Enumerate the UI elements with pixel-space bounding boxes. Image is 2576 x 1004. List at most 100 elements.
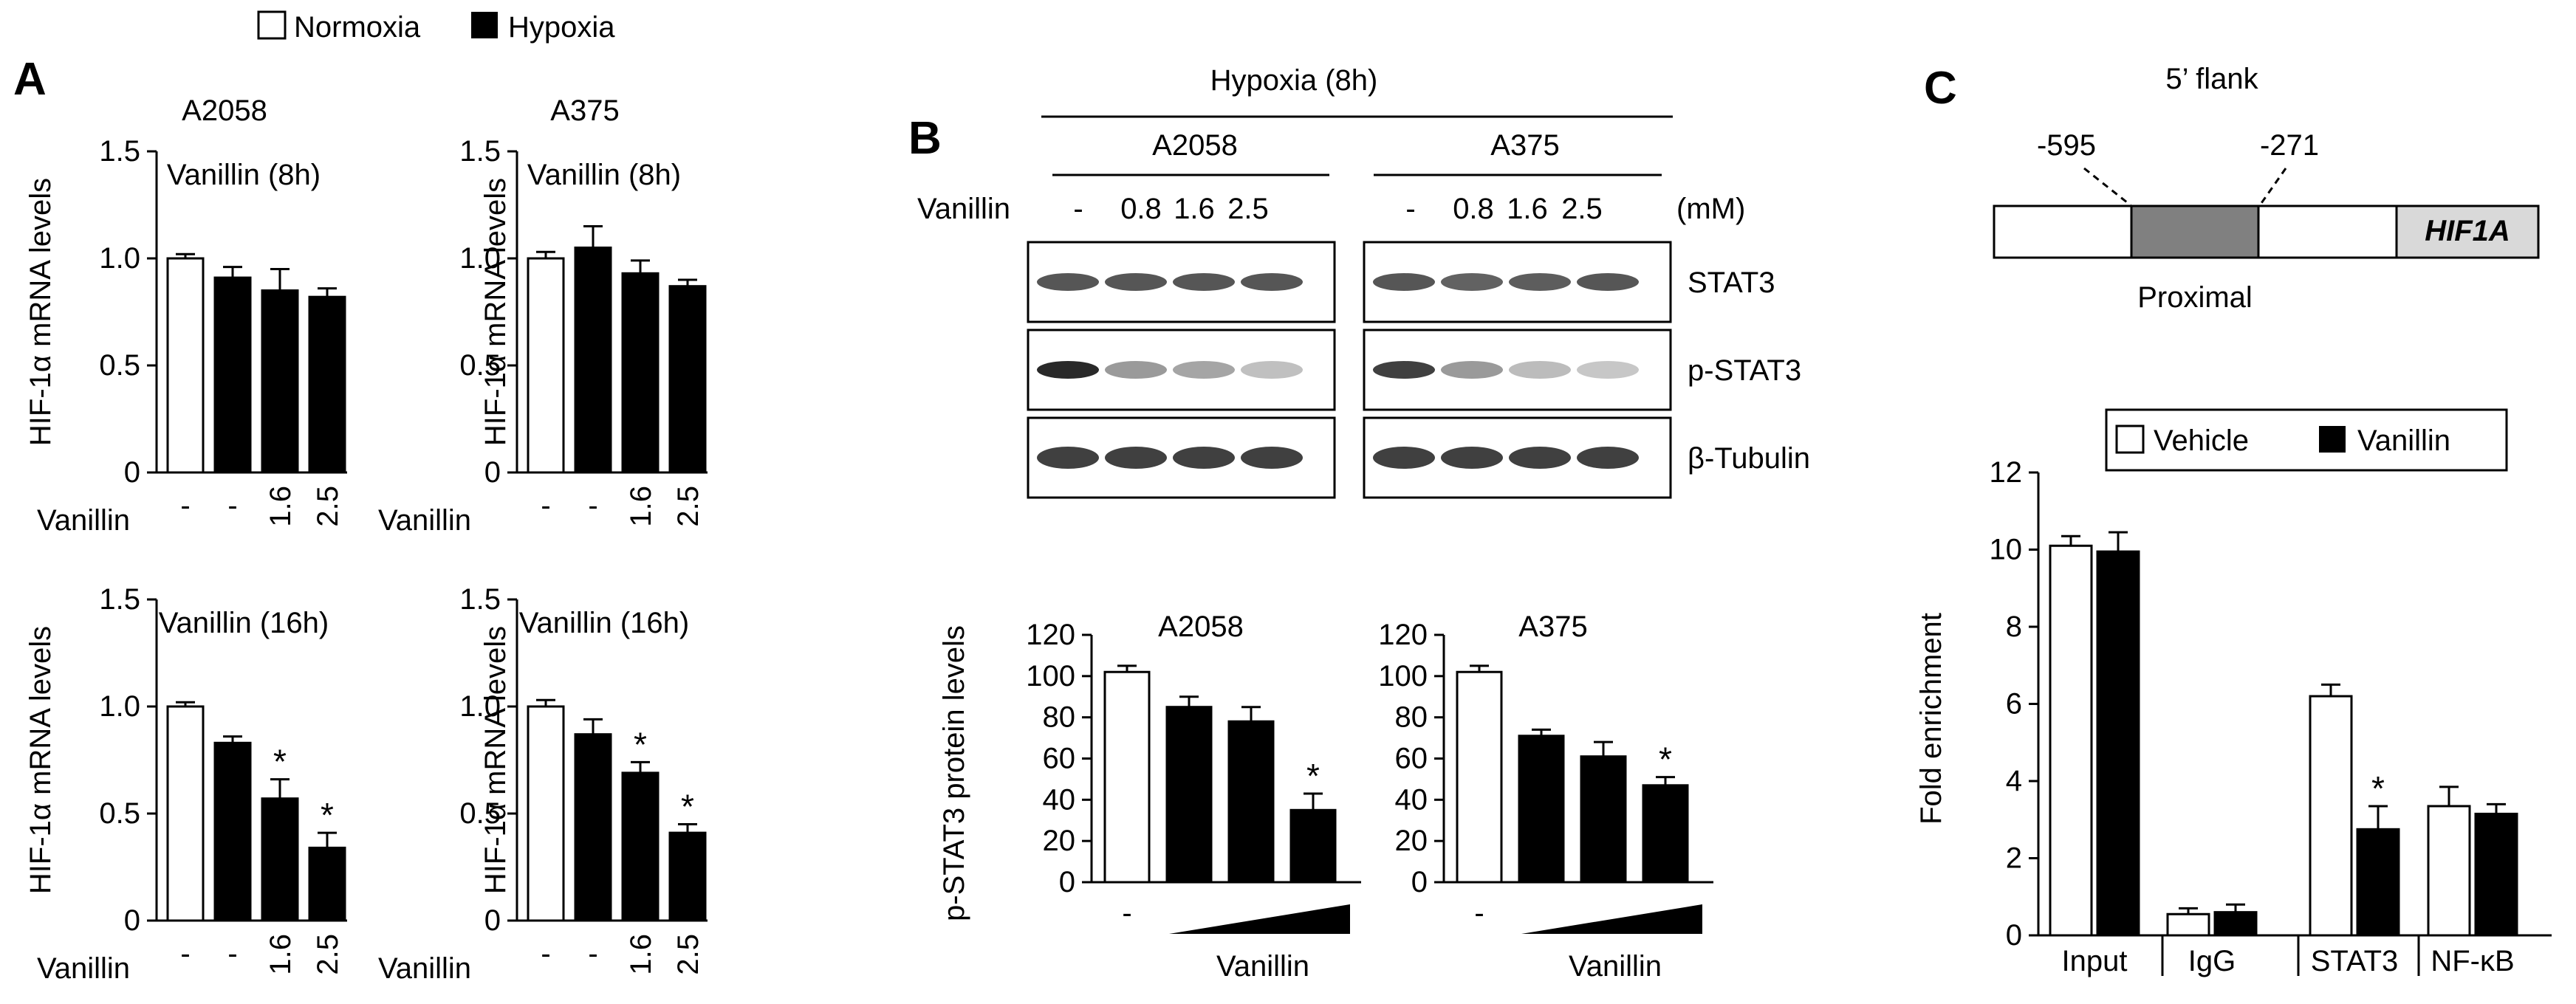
bar [1289, 808, 1337, 884]
blot-header: Hypoxia (8h) A2058 A375 Vanillin - 0.8 1.6… [917, 64, 1745, 225]
chip-legend-box [2105, 408, 2508, 472]
chart-pstat3-a375: 0 20 40 60 80 100 120 A375 * - Vanillin [1378, 611, 1713, 983]
significance-mark: * [1306, 757, 1320, 795]
x-axis-label: Vanillin [37, 952, 130, 985]
y-axis-label: p-STAT3 protein levels [938, 625, 970, 921]
western-blots: STAT3 p-STAT3 β-Tubulin [1027, 241, 1810, 499]
dose-label: - [1405, 193, 1415, 225]
blot-band [1173, 447, 1235, 469]
bar [1227, 720, 1275, 884]
blot-band [1173, 273, 1235, 291]
bar [1456, 670, 1503, 884]
x-tick-label: - [180, 489, 190, 522]
blot-band [1509, 447, 1571, 469]
x-tick-label: - [180, 938, 190, 970]
chart-title: A2058 [182, 94, 267, 127]
hypoxia-header: Hypoxia (8h) [1210, 64, 1378, 97]
bar [166, 705, 205, 922]
blot-band [1577, 361, 1639, 379]
significance-mark: * [273, 743, 287, 781]
position-595: -595 [2037, 129, 2096, 162]
y-tick-label: 0.5 [459, 349, 501, 382]
bar-vanillin [2213, 911, 2258, 937]
position-271: -271 [2260, 129, 2319, 162]
chart-subtitle: Vanillin (8h) [527, 159, 681, 191]
normoxia-swatch [257, 10, 287, 40]
control-label: - [1474, 897, 1484, 929]
blot-band [1037, 273, 1099, 291]
x-tick-label: - [588, 489, 597, 522]
bar [1518, 735, 1565, 884]
blot-band [1577, 447, 1639, 469]
dash-right [2258, 168, 2287, 206]
chart-a2058-16h: 0 0.5 1.0 1.5 HIF-1α mRNA levels Vanillin (16… [24, 583, 347, 985]
blot-band [1037, 447, 1099, 469]
chart-pstat3-a2058: 0 20 40 60 80 100 120 p-STAT3 protein levels A20… [938, 611, 1361, 983]
bar-vehicle [2309, 695, 2353, 937]
x-tick-label: - [588, 938, 597, 970]
bar [621, 771, 660, 922]
x-tick-label: - [227, 489, 237, 522]
y-axis-label: HIF-1α mRNA levels [479, 626, 512, 894]
y-tick-label: 0.5 [99, 797, 140, 830]
y-tick-label: 8 [2006, 611, 2022, 643]
blot-band [1509, 361, 1571, 379]
bar [527, 257, 565, 474]
y-tick-label: 1.0 [99, 242, 140, 275]
x-tick-label: NF-κB [2431, 945, 2514, 977]
x-tick-label: Input [2062, 945, 2128, 977]
y-tick-label: 1.5 [99, 583, 140, 616]
y-tick-label: 1.0 [459, 690, 501, 723]
blot-band [1373, 273, 1435, 291]
gene-label: HIF1A [2425, 215, 2510, 247]
dose-row-label: Vanillin [917, 193, 1010, 225]
x-tick-label: 1.6 [264, 934, 297, 975]
dose-ramp [1521, 904, 1702, 934]
chip-legend: Vehicle Vanillin [2105, 408, 2508, 472]
chart-subtitle: Vanillin (16h) [519, 607, 690, 639]
x-tick-label: 2.5 [312, 934, 344, 975]
x-tick-label: 1.6 [625, 486, 657, 527]
hif1a-gene-box [2395, 204, 2540, 259]
blot-band [1509, 273, 1571, 291]
top-legend: Normoxia Hypoxia [257, 10, 615, 44]
y-tick-label: 1.5 [459, 135, 501, 168]
bar [668, 285, 707, 474]
bar [261, 797, 299, 922]
x-axis-label: Vanillin [1216, 950, 1309, 983]
y-axis-label: HIF-1α mRNA levels [479, 178, 512, 446]
blot-band [1241, 273, 1303, 291]
y-tick-label: 0 [484, 456, 501, 489]
y-tick-label: 0 [124, 456, 140, 489]
significance-mark: * [681, 788, 694, 826]
chart-subtitle: Vanillin (8h) [167, 159, 321, 191]
y-tick-label: 100 [1378, 660, 1428, 692]
chart-chip-enrichment: 0 2 4 6 8 10 12 Fold enrichment Input IgG * STAT3 NF… [1915, 456, 2552, 977]
blot-label-tubulin: β-Tubulin [1688, 442, 1810, 475]
dose-label: 0.8 [1453, 193, 1494, 225]
blot-band [1037, 361, 1099, 379]
dose-label: 2.5 [1227, 193, 1269, 225]
y-tick-label: 0 [124, 904, 140, 937]
bar [213, 741, 252, 922]
y-tick-label: 40 [1043, 783, 1076, 816]
dash-left [2083, 167, 2131, 207]
x-tick-label: IgG [2188, 945, 2236, 977]
y-tick-label: 100 [1026, 660, 1075, 692]
blot-label-pstat3: p-STAT3 [1688, 354, 1801, 387]
panel-label-b: B [908, 113, 942, 164]
bar [668, 831, 707, 922]
blot-band [1173, 361, 1235, 379]
y-tick-label: 0.5 [99, 349, 140, 382]
bar [527, 705, 565, 922]
hypoxia-swatch [471, 12, 498, 38]
x-axis-label: Vanillin [378, 504, 471, 537]
x-tick-label: 2.5 [672, 486, 705, 527]
y-tick-label: 120 [1378, 619, 1428, 651]
bar-vanillin [2356, 828, 2400, 937]
blot-band [1105, 273, 1167, 291]
x-tick-label: 2.5 [312, 486, 344, 527]
y-tick-label: 40 [1395, 783, 1428, 816]
bar-vehicle [2049, 544, 2093, 937]
